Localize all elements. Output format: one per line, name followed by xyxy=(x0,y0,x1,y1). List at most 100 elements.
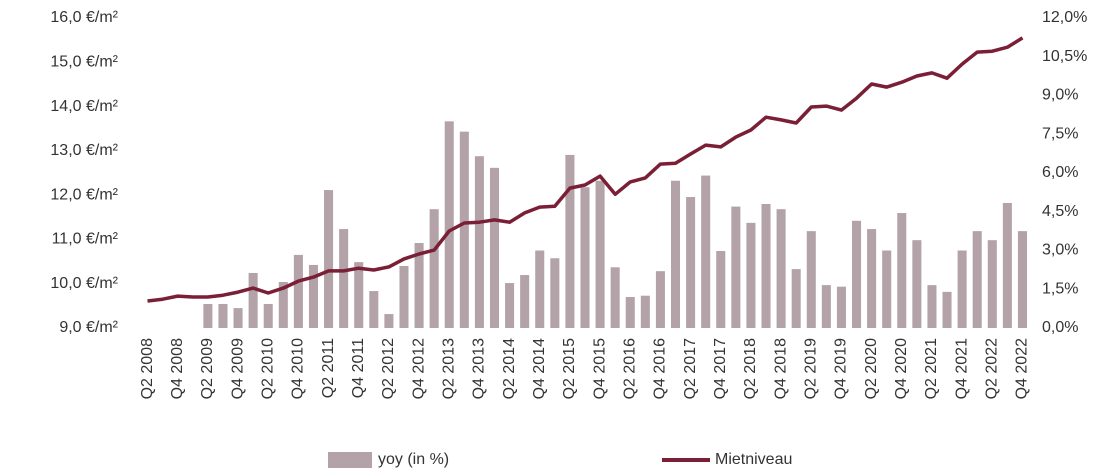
x-tick-label: Q2 2018 xyxy=(742,338,759,399)
bar xyxy=(836,286,846,328)
bar xyxy=(761,204,771,328)
x-tick-label: Q2 2008 xyxy=(139,338,156,399)
bar xyxy=(1002,202,1012,328)
x-tick-label: Q2 2017 xyxy=(682,338,699,399)
y2-tick-label: 0,0% xyxy=(1042,319,1078,336)
bar xyxy=(852,220,862,328)
y2-tick-label: 6,0% xyxy=(1042,164,1078,181)
y-tick-label: 14,0 €/m² xyxy=(50,98,118,115)
x-tick-label: Q4 2021 xyxy=(953,338,970,399)
y-tick-label: 11,0 €/m² xyxy=(52,231,119,248)
y2-tick-label: 3,0% xyxy=(1042,242,1078,259)
x-tick-label: Q2 2022 xyxy=(984,338,1001,399)
bar xyxy=(580,187,590,328)
bar xyxy=(776,209,786,328)
bar xyxy=(655,271,665,328)
bar xyxy=(474,156,484,328)
x-tick-label: Q4 2017 xyxy=(712,338,729,399)
bar xyxy=(640,295,650,328)
bar xyxy=(263,303,273,328)
bar xyxy=(293,254,303,328)
x-tick-label: Q2 2015 xyxy=(561,338,578,399)
bar xyxy=(384,314,394,328)
x-tick-label: Q2 2014 xyxy=(501,338,518,399)
bar xyxy=(686,197,696,328)
x-tick-label: Q4 2012 xyxy=(410,338,427,399)
bar xyxy=(444,121,454,328)
bar xyxy=(897,213,907,328)
bar xyxy=(595,180,605,328)
x-tick-label: Q4 2020 xyxy=(893,338,910,399)
x-tick-label: Q4 2013 xyxy=(471,338,488,399)
bar xyxy=(324,190,334,328)
x-tick-label: Q2 2021 xyxy=(923,338,940,399)
bar xyxy=(731,206,741,328)
y2-tick-label: 7,5% xyxy=(1042,125,1078,142)
bar xyxy=(957,250,967,328)
legend-label: yoy (in %) xyxy=(378,451,449,468)
bar xyxy=(248,272,258,328)
bar xyxy=(701,175,711,328)
y-tick-label: 13,0 €/m² xyxy=(50,142,118,159)
bar xyxy=(670,180,681,328)
y2-tick-label: 12,0% xyxy=(1042,9,1087,26)
legend-swatch xyxy=(328,452,372,468)
y-tick-label: 9,0 €/m² xyxy=(59,319,118,336)
bar xyxy=(203,303,213,328)
bar xyxy=(882,250,892,328)
bar xyxy=(867,229,877,328)
bar xyxy=(459,131,469,328)
x-tick-label: Q4 2019 xyxy=(833,338,850,399)
bar xyxy=(927,285,937,328)
bar xyxy=(520,275,530,328)
y2-tick-label: 10,5% xyxy=(1042,48,1087,65)
bar xyxy=(429,209,439,328)
legend-label: Mietniveau xyxy=(715,451,792,468)
x-tick-label: Q2 2020 xyxy=(863,338,880,399)
x-tick-label: Q2 2016 xyxy=(621,338,638,399)
bar xyxy=(399,266,409,328)
bar xyxy=(987,240,997,328)
bar xyxy=(821,285,831,328)
bar xyxy=(565,154,575,328)
x-tick-label: Q2 2019 xyxy=(802,338,819,399)
bar xyxy=(1017,231,1027,328)
bar xyxy=(308,264,318,328)
x-tick-label: Q2 2012 xyxy=(380,338,397,399)
bar xyxy=(218,303,228,328)
x-tick-label: Q2 2010 xyxy=(259,338,276,399)
bar xyxy=(625,297,635,328)
y-tick-label: 15,0 €/m² xyxy=(50,54,118,71)
bar xyxy=(972,231,982,328)
y-tick-label: 16,0 €/m² xyxy=(50,9,118,26)
x-tick-label: Q2 2011 xyxy=(320,338,337,398)
y-tick-label: 12,0 €/m² xyxy=(50,186,118,203)
x-tick-label: Q4 2015 xyxy=(591,338,608,399)
x-tick-label: Q2 2013 xyxy=(440,338,457,399)
bar xyxy=(535,250,545,328)
x-tick-label: Q4 2018 xyxy=(772,338,789,399)
bar xyxy=(942,291,952,328)
x-tick-label: Q4 2008 xyxy=(169,338,186,399)
x-tick-label: Q4 2022 xyxy=(1014,338,1031,399)
bar xyxy=(339,229,349,328)
bar xyxy=(414,243,424,328)
bar xyxy=(806,231,816,328)
bar xyxy=(746,222,756,328)
x-tick-label: Q4 2009 xyxy=(229,338,246,399)
x-tick-label: Q4 2016 xyxy=(652,338,669,399)
y2-tick-label: 9,0% xyxy=(1042,87,1078,104)
bar xyxy=(550,258,560,328)
bar xyxy=(278,282,288,328)
x-tick-label: Q4 2010 xyxy=(290,338,307,399)
y2-tick-label: 1,5% xyxy=(1042,280,1078,297)
bar xyxy=(505,283,515,328)
x-tick-label: Q4 2011 xyxy=(350,338,367,398)
y-tick-label: 10,0 €/m² xyxy=(50,275,118,292)
bar xyxy=(716,251,726,328)
bar xyxy=(489,167,500,328)
line xyxy=(147,36,1024,303)
bar xyxy=(233,308,243,328)
bar xyxy=(369,291,379,328)
